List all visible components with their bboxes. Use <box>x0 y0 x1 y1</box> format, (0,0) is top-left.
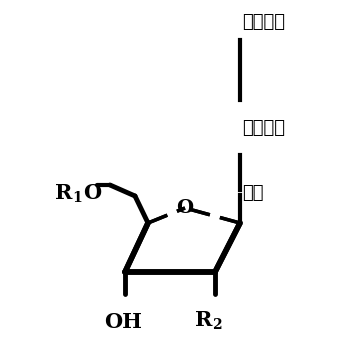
Text: 荧光基团: 荧光基团 <box>242 13 285 31</box>
Text: 1: 1 <box>72 191 82 205</box>
Text: O: O <box>83 183 101 203</box>
Text: R: R <box>195 310 212 330</box>
Text: 连接单元: 连接单元 <box>242 119 285 137</box>
Text: 2: 2 <box>212 318 222 332</box>
Text: 碎基: 碎基 <box>242 184 263 202</box>
Text: OH: OH <box>104 312 142 332</box>
Text: O: O <box>176 199 194 217</box>
Text: R: R <box>55 183 72 203</box>
Polygon shape <box>125 208 240 272</box>
